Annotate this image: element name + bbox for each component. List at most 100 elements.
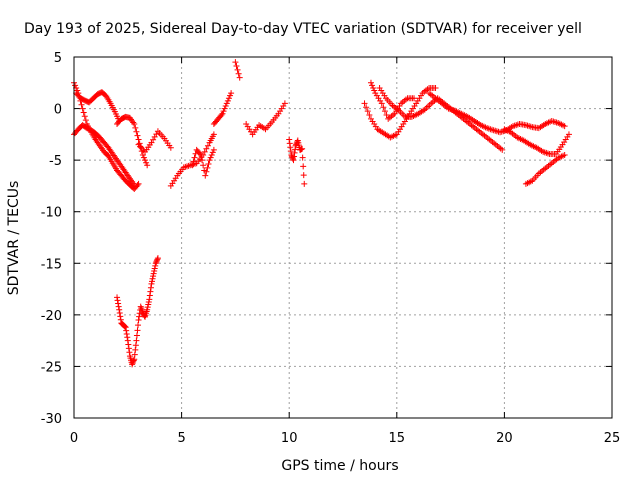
data-point [132, 346, 139, 353]
data-point [151, 265, 158, 272]
data-point [80, 109, 87, 116]
data-point [202, 172, 209, 179]
data-point [142, 157, 149, 164]
data-point [72, 82, 79, 89]
data-point [135, 322, 142, 329]
data-point [124, 337, 131, 344]
data-point [116, 306, 123, 313]
y-axis-label: SDTVAR / TECUs [6, 181, 22, 296]
data-point [233, 63, 240, 70]
data-point [222, 102, 229, 109]
data-point [115, 300, 122, 307]
data-point [432, 84, 439, 91]
data-point [132, 124, 139, 131]
data-point [565, 131, 572, 138]
data-point [209, 149, 216, 156]
x-tick-label: 10 [281, 431, 298, 446]
data-point [135, 317, 142, 324]
data-point [145, 298, 152, 305]
data-point [411, 95, 418, 102]
data-point [154, 255, 161, 262]
data-point [149, 275, 156, 282]
data-point [190, 158, 197, 165]
data-point [301, 180, 308, 187]
data-point [81, 113, 88, 120]
data-point [148, 280, 155, 287]
data-point [383, 112, 390, 119]
data-point [136, 140, 143, 147]
data-point [82, 117, 89, 124]
grid-lines [74, 57, 612, 418]
data-point [129, 360, 136, 367]
data-point [122, 323, 129, 330]
data-point [151, 268, 158, 275]
data-point [136, 313, 143, 320]
data-point [227, 92, 234, 99]
data-point [236, 74, 243, 81]
data-point [78, 101, 85, 108]
data-point [135, 136, 142, 143]
chart-title: Day 193 of 2025, Sidereal Day-to-day VTE… [24, 21, 582, 37]
data-point [140, 154, 147, 161]
data-point [370, 84, 377, 91]
data-point [189, 162, 196, 169]
data-point [205, 161, 212, 168]
data-point [139, 151, 146, 158]
data-point [201, 148, 208, 155]
data-point [115, 303, 122, 310]
data-point [144, 304, 151, 311]
data-point [125, 345, 132, 352]
data-point [232, 59, 239, 66]
data-point [366, 112, 373, 119]
data-point [133, 332, 140, 339]
data-point [121, 323, 128, 330]
data-point [223, 100, 230, 107]
data-point [203, 168, 210, 175]
data-point [561, 123, 568, 130]
plot-frame [73, 56, 613, 419]
data-point [219, 110, 226, 117]
data-point [130, 357, 137, 364]
data-point [131, 121, 138, 128]
data-point [300, 163, 307, 170]
data-point [281, 100, 288, 107]
series-arc-r [522, 151, 568, 187]
data-point [292, 142, 299, 149]
data-point [204, 142, 211, 149]
data-point [228, 90, 235, 97]
y-tick-label: -20 [41, 309, 62, 324]
data-point [117, 316, 124, 323]
series-arc-n [367, 79, 418, 122]
data-point [149, 278, 156, 285]
data-point [364, 108, 371, 115]
y-tick-label: -10 [41, 206, 62, 221]
data-point [153, 257, 160, 264]
data-point [134, 132, 141, 139]
data-point [292, 146, 299, 153]
data-point [287, 144, 294, 151]
series-arc-l [286, 136, 308, 187]
data-point [561, 151, 568, 158]
data-point [114, 294, 121, 301]
series-arc-o [376, 84, 506, 153]
data-point [153, 258, 160, 265]
data-point [235, 70, 242, 77]
data-point [125, 341, 132, 348]
data-point [150, 273, 157, 280]
data-point [131, 351, 138, 358]
y-tick-label: -30 [41, 412, 62, 427]
series-arc-q [501, 126, 572, 157]
data-point [144, 162, 151, 169]
data-point [116, 310, 123, 317]
data-point [361, 100, 368, 107]
data-point [147, 288, 154, 295]
data-point [221, 105, 228, 112]
data-point [499, 146, 506, 153]
axis-ticks: 0 5 10 15 20 25 -30 -25 -20 -15 -10 -5 0 5 [41, 51, 621, 446]
data-point [122, 324, 129, 331]
data-point [204, 164, 211, 171]
data-point [380, 104, 387, 111]
y-tick-label: 0 [54, 103, 62, 118]
data-point [117, 313, 124, 320]
